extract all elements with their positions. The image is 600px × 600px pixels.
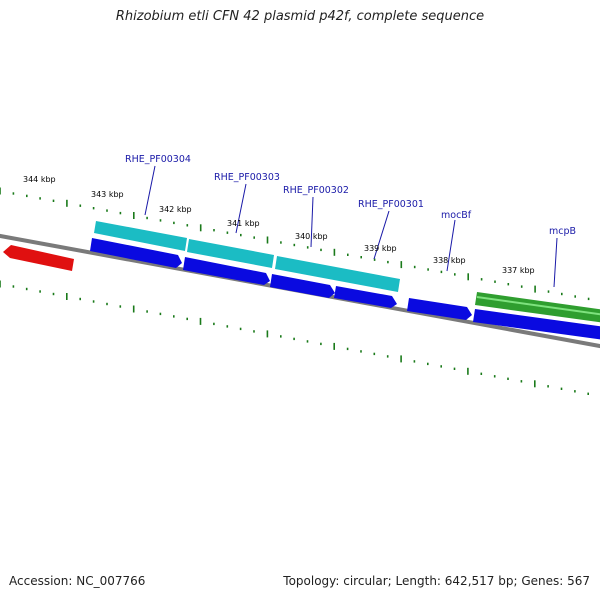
accession-text: Accession: NC_007766 [9,574,146,588]
cds-arrow-mcpb[interactable] [473,309,600,340]
gene-features [3,221,600,340]
scale-label-337: 337 kbp [502,266,535,275]
gene-label-rhe-pf00304[interactable]: RHE_PF00304 [125,154,191,165]
topology-summary-text: Topology: circular; Length: 642,517 bp; … [283,574,590,588]
gene-label-rhe-pf00302[interactable]: RHE_PF00302 [283,185,349,196]
gene-label-mocbf[interactable]: mocBf [441,210,472,221]
gene-bar-rhe-pf00304[interactable] [94,221,187,251]
cds-arrow-rhe-pf00301[interactable] [334,286,397,308]
outer-scale-ticks [0,187,590,301]
scale-label-340: 340 kbp [295,232,328,241]
gene-label-rhe-pf00303[interactable]: RHE_PF00303 [214,172,280,183]
gene-bar-mcpb[interactable] [475,292,600,323]
scale-label-341: 341 kbp [227,219,260,228]
cds-arrow-rhe-pf00303[interactable] [183,257,270,285]
scale-label-343: 343 kbp [91,190,124,199]
gene-labels: RHE_PF00304 RHE_PF00303 RHE_PF00302 RHE_… [125,154,576,237]
cds-arrow-rhe-pf00302[interactable] [270,274,335,298]
gene-bar-rhe-pf00302[interactable] [275,256,400,292]
gene-bar-mcpb-highlight [476,296,600,316]
cds-arrow-rhe-pf00304[interactable] [90,238,182,268]
reverse-strand-arrow[interactable] [3,245,74,271]
inner-scale-ticks [0,280,590,395]
scale-label-338: 338 kbp [433,256,466,265]
cds-arrow-mocbf[interactable] [407,298,472,320]
gene-label-mcpb[interactable]: mcpB [549,226,576,237]
scale-label-342: 342 kbp [159,205,192,214]
gene-label-rhe-pf00301[interactable]: RHE_PF00301 [358,199,424,210]
scale-label-339: 339 kbp [364,244,397,253]
scale-labels: 344 kbp 343 kbp 342 kbp 341 kbp 340 kbp … [23,175,535,275]
map-title: Rhizobium etli CFN 42 plasmid p42f, comp… [115,9,485,24]
gene-label-leaders [144,165,558,288]
scale-label-344: 344 kbp [23,175,56,184]
gene-bar-rhe-pf00303[interactable] [187,239,274,268]
